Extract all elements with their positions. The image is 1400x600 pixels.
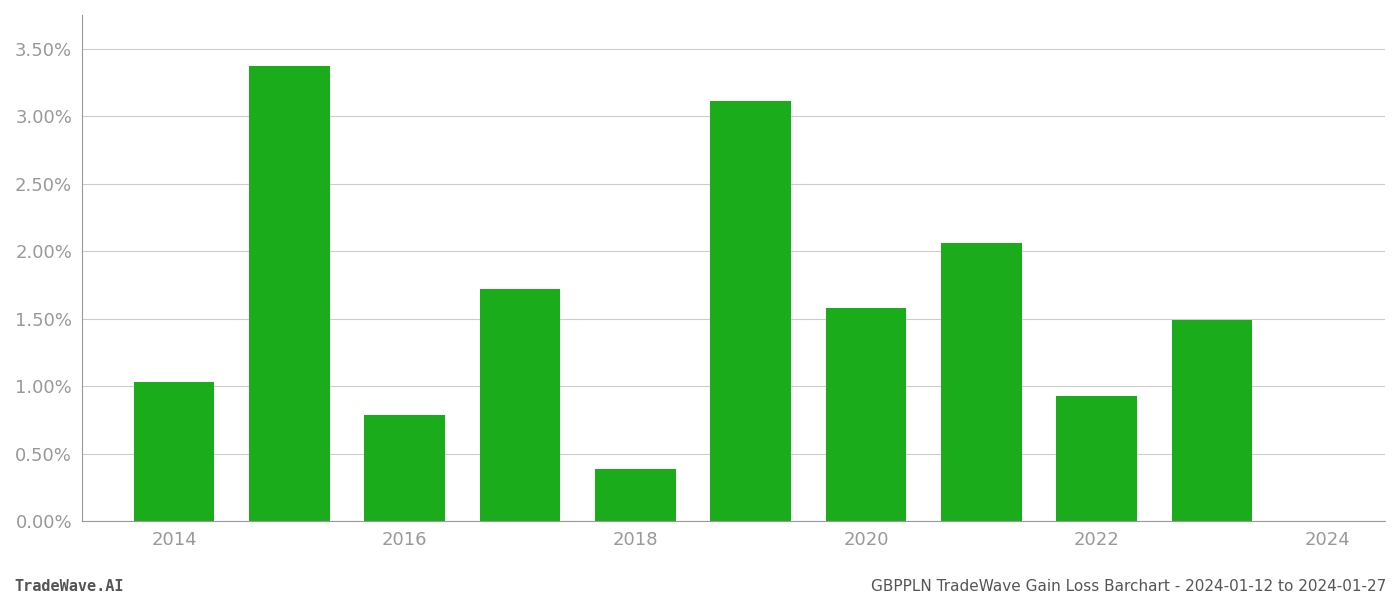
Bar xyxy=(249,67,330,521)
Bar xyxy=(1172,320,1253,521)
Bar xyxy=(364,415,445,521)
Bar xyxy=(710,101,791,521)
Bar xyxy=(480,289,560,521)
Bar xyxy=(1057,396,1137,521)
Text: GBPPLN TradeWave Gain Loss Barchart - 2024-01-12 to 2024-01-27: GBPPLN TradeWave Gain Loss Barchart - 20… xyxy=(871,579,1386,594)
Bar xyxy=(134,382,214,521)
Bar xyxy=(595,469,676,521)
Bar xyxy=(826,308,906,521)
Text: TradeWave.AI: TradeWave.AI xyxy=(14,579,123,594)
Bar xyxy=(941,243,1022,521)
